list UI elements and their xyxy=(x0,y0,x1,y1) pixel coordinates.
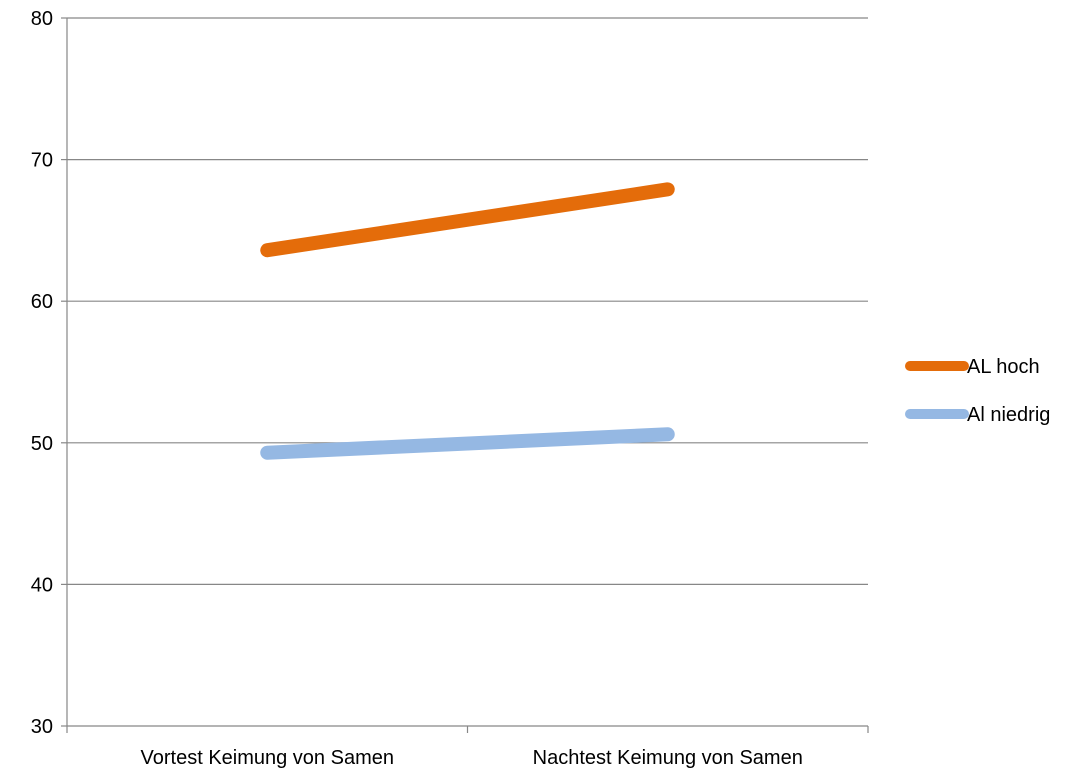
series-line-1 xyxy=(267,434,668,452)
y-tick-label: 70 xyxy=(31,150,53,172)
y-tick-label: 50 xyxy=(31,433,53,455)
x-tick-label: Vortest Keimung von Samen xyxy=(141,747,394,769)
series-lines xyxy=(267,189,668,453)
gridlines xyxy=(67,18,868,584)
legend: AL hoch Al niedrig xyxy=(910,356,1050,426)
y-tick-label: 60 xyxy=(31,291,53,313)
legend-label-0: AL hoch xyxy=(967,356,1040,378)
legend-label-1: Al niedrig xyxy=(967,404,1050,426)
axes: 30 40 50 60 70 80 Vortest Keimung von Samen Nac… xyxy=(31,8,868,769)
y-tick-label: 40 xyxy=(31,574,53,596)
x-tick-label: Nachtest Keimung von Samen xyxy=(533,747,803,769)
series-line-0 xyxy=(267,189,668,250)
y-tick-label: 80 xyxy=(31,8,53,30)
y-tick-label: 30 xyxy=(31,716,53,738)
